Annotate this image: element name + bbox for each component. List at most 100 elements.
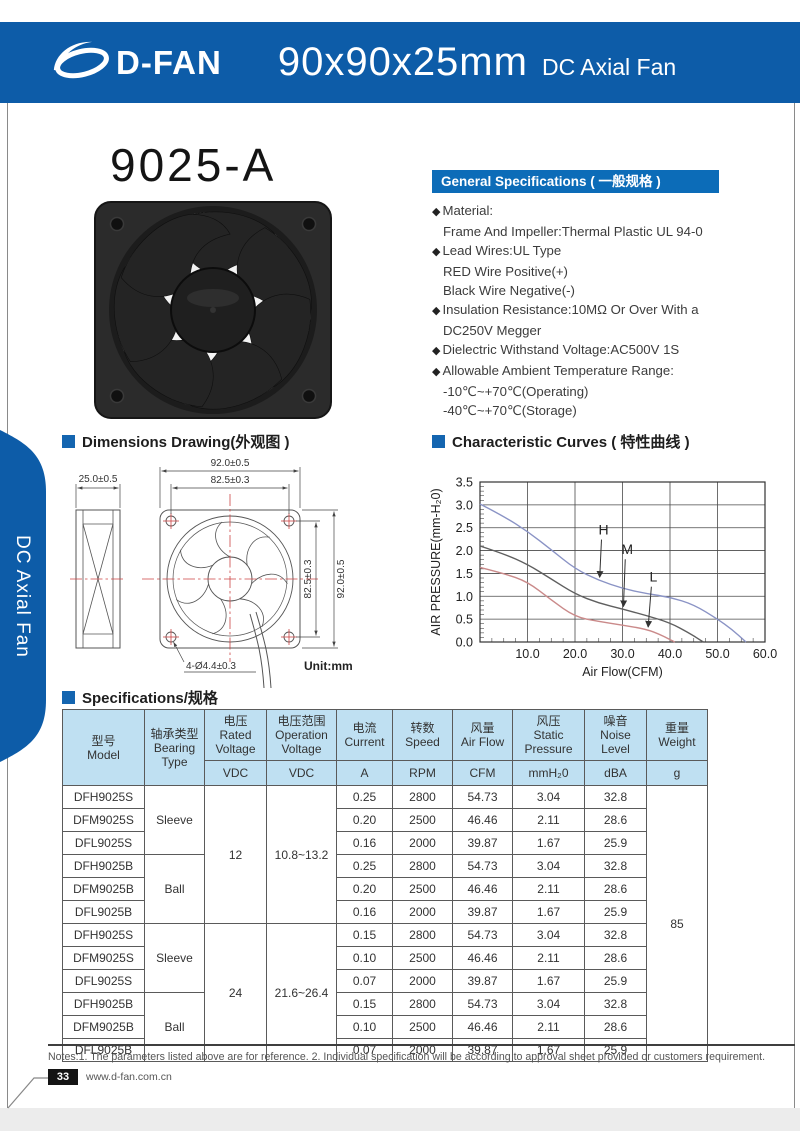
section-dimensions: Dimensions Drawing(外观图 ) [62,431,290,452]
section-square-icon [432,435,445,448]
section-specifications: Specifications/规格 [62,687,218,708]
table-unit-cell: RPM [392,760,453,786]
table-cell: 25.9 [584,900,647,924]
table-cell: 0.15 [336,923,393,947]
table-cell: 1.67 [512,969,585,993]
curve-label-arrow [645,586,653,628]
table-cell: 2000 [392,969,453,993]
table-cell: 32.8 [584,854,647,878]
side-tab-shape [0,430,46,762]
table-cell: 24 [204,923,267,1062]
section-curves-label: Characteristic Curves ( 特性曲线 ) [452,434,690,451]
dimensions-drawing: 92.0±0.5 82.5±0.3 25.0±0.5 82.5±0.3 92.0… [70,458,353,689]
general-spec-list: ◆ Material: Frame And Impeller:Thermal Pla… [432,201,777,420]
table-cell: DFM9025B [62,877,145,901]
page-number-badge: 33 [48,1069,78,1085]
table-header-cell: 型号 Model [62,709,145,786]
section-square-icon [62,435,75,448]
page-border-right [794,103,795,1108]
table-cell: 2500 [392,1015,453,1039]
table-row: DFH9025S Sleeve 24 21.6~26.4 0.15 2800 54.73 3.… [62,923,708,1062]
section-specifications-label: Specifications/规格 [82,690,218,707]
fan-product-photo [94,196,334,424]
table-cell: 0.20 [336,877,393,901]
table-cell: 2.11 [512,877,585,901]
table-cell: 0.16 [336,831,393,855]
table-cell: 46.46 [452,946,513,970]
table-cell: 0.25 [336,785,393,809]
table-cell: 2000 [392,831,453,855]
table-unit-cell: g [646,760,708,786]
table-unit-cell: VDC [266,760,337,786]
table-cell: 12 [204,785,267,924]
table-cell: 39.87 [452,1038,513,1062]
model-title: 9025-A [110,139,277,191]
table-unit-cell: VDC [204,760,267,786]
table-cell: 32.8 [584,785,647,809]
table-cell: 54.73 [452,992,513,1016]
y-tick-label: 2.5 [456,521,473,535]
table-cell: 25.9 [584,831,647,855]
table-row: DFM9025S 0.20 2500 46.46 2.11 28.6 [62,808,708,832]
table-row: DFH9025S Sleeve 12 10.8~13.2 0.25 2800 54.73 3.… [62,785,708,1062]
table-cell: 2.11 [512,946,585,970]
plot-border [479,481,766,643]
footer-notes: Notes:1. The parameters listed above are… [48,1051,766,1063]
table-header-cell: 转数 Speed [392,709,453,761]
table-cell: 2000 [392,1038,453,1062]
table-header: 型号 Model 轴承类型 Bearing Type 电压 Rated Voltage 电压… [62,709,708,786]
table-cell: 32.8 [584,923,647,947]
y-tick-label: 2.0 [456,544,473,558]
table-unit-cell: mmH₂0 [512,760,585,786]
table-cell: 28.6 [584,808,647,832]
table-cell: DFH9025B [62,992,145,1016]
table-cell: 0.10 [336,946,393,970]
table-cell: Ball [144,854,205,924]
spec-line: -10℃~+70℃(Operating) [443,384,589,399]
section-dimensions-label: Dimensions Drawing(外观图 ) [82,434,290,451]
table-cell: 3.04 [512,854,585,878]
website-link[interactable]: www.d-fan.com.cn [86,1071,172,1083]
table-cell: 0.07 [336,969,393,993]
table-unit-cell: dBA [584,760,647,786]
table-cell: DFM9025B [62,1015,145,1039]
x-axis-title: Air Flow(CFM) [582,665,663,679]
table-cell: 1.67 [512,831,585,855]
table-cell: 39.87 [452,900,513,924]
general-specs-header: General Specifications ( 一般规格 ) [432,170,719,193]
table-cell: DFL9025B [62,900,145,924]
table-cell: 2800 [392,854,453,878]
table-cell: 0.10 [336,1015,393,1039]
x-tick-label: 10.0 [515,647,539,661]
table-cell: 2800 [392,785,453,809]
footer-rule [48,1044,795,1046]
table-row: DFH9025B Ball 0.25 2800 54.73 3.04 32.8 [62,854,708,924]
table-cell: 85 [646,785,708,1062]
table-cell: 28.6 [584,946,647,970]
table-cell: 2.11 [512,1015,585,1039]
table-row: DFL9025S 0.16 2000 39.87 1.67 25.9 [62,831,708,855]
table-cell: 21.6~26.4 [266,923,337,1062]
table-row: DFM9025B 0.20 2500 46.46 2.11 28.6 [62,877,708,901]
x-tick-label: 30.0 [610,647,634,661]
spec-line: DC250V Megger [443,323,542,338]
x-tick-label: 20.0 [563,647,587,661]
table-cell: 0.20 [336,808,393,832]
table-cell: 25.9 [584,969,647,993]
y-tick-label: 0.5 [456,613,473,627]
dfan-logo-icon [53,41,109,78]
spec-line: ◆ Allowable Ambient Temperature Range: [432,363,674,378]
table-cell: 39.87 [452,969,513,993]
table-header-cell: 噪音 Noise Level [584,709,647,761]
dim-holes-label: 82.5±0.3 [211,475,250,486]
characteristic-curves-chart: 10.0 20.0 30.0 40.0 50.0 60.0 0.0 0.5 1.0 1.5 2.0 2… [429,476,777,680]
table-cell: DFL9025S [62,831,145,855]
specifications-table: 型号 Model 轴承类型 Bearing Type 电压 Rated Voltage 电压… [62,709,708,1062]
table-cell: 3.04 [512,785,585,809]
table-cell: 2800 [392,992,453,1016]
table-cell: Ball [144,992,205,1062]
table-cell: 1.67 [512,900,585,924]
dim-unit-label: Unit:mm [304,659,353,673]
section-curves: Characteristic Curves ( 特性曲线 ) [432,431,690,452]
table-header-cell: 风量 Air Flow [452,709,513,761]
